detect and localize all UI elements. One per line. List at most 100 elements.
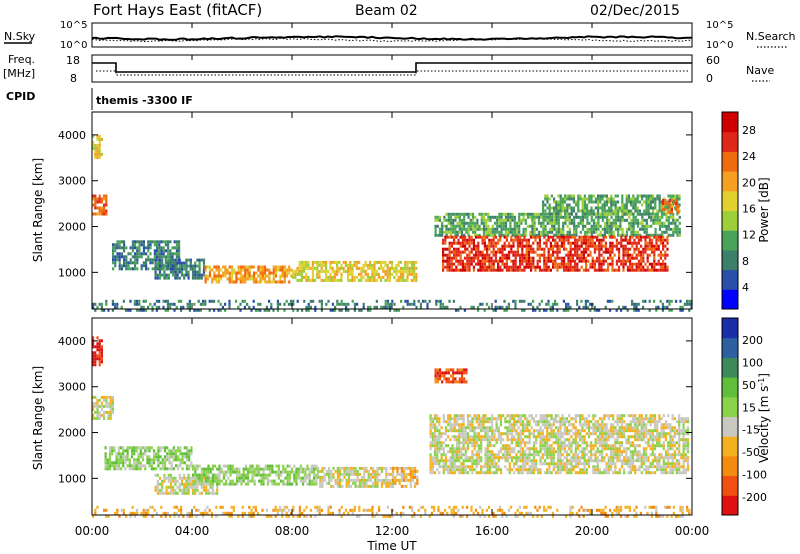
power-cell [450, 262, 453, 266]
velocity-cell [271, 467, 274, 471]
power-cell [457, 268, 460, 272]
velocity-cell [282, 470, 285, 474]
velocity-cell [436, 456, 439, 460]
power-cell [524, 230, 527, 234]
power-cell [538, 247, 541, 251]
velocity-cell [486, 426, 489, 430]
velocity-cell [319, 469, 322, 473]
power-cell [482, 218, 486, 222]
power-cell [202, 302, 205, 306]
power-cell [651, 265, 654, 269]
power-cell [576, 256, 579, 260]
power-cell [463, 224, 466, 228]
velocity-cell [330, 484, 333, 488]
power-cell [318, 275, 321, 279]
velocity-cell [358, 481, 361, 485]
velocity-cell [380, 466, 383, 470]
power-cell [600, 247, 603, 251]
power-cell [606, 221, 609, 225]
velocity-cell [473, 426, 476, 430]
power-cell [311, 260, 314, 264]
velocity-cell [92, 354, 95, 358]
velocity-cell [361, 484, 364, 488]
power-cell [496, 305, 499, 309]
power-cell [641, 215, 644, 219]
power-cell [131, 246, 134, 250]
power-cell [483, 262, 486, 266]
velocity-cell [499, 414, 503, 418]
velocity-cell [440, 432, 443, 436]
power-cell [657, 238, 660, 242]
power-cell [553, 206, 556, 210]
velocity-cell [532, 453, 536, 457]
velocity-cell [385, 478, 388, 482]
power-cell [360, 308, 363, 312]
power-cell [527, 241, 530, 245]
velocity-cell [429, 459, 432, 463]
velocity-cell [172, 455, 175, 459]
power-cell [650, 224, 653, 228]
power-cell [609, 244, 612, 248]
power-cell [672, 233, 675, 237]
velocity-cell [345, 478, 348, 482]
power-cell [601, 209, 604, 213]
velocity-cell [191, 479, 195, 483]
power-cell [480, 227, 483, 231]
power-cell [503, 244, 506, 248]
velocity-cell [288, 476, 291, 480]
power-cell [642, 247, 645, 251]
power-cell [347, 308, 350, 312]
power-cell [619, 209, 622, 213]
power-cell [553, 224, 556, 228]
power-cell [298, 263, 301, 267]
velocity-cell [535, 468, 538, 472]
power-cell [298, 272, 301, 276]
velocity-cell [148, 455, 151, 459]
velocity-cell [539, 447, 542, 451]
power-cell [600, 262, 603, 266]
velocity-cell [403, 478, 406, 482]
velocity-cell [94, 410, 97, 414]
power-cell [521, 256, 524, 260]
power-cell [581, 197, 584, 201]
velocity-cell [499, 471, 503, 475]
power-cell [670, 208, 673, 211]
power-cell [656, 233, 659, 237]
power-cell [491, 224, 494, 228]
velocity-cell [315, 473, 318, 477]
power-cell [496, 227, 499, 231]
power-cell [103, 206, 106, 210]
power-cell [140, 255, 143, 259]
power-cell [470, 241, 473, 245]
power-cell [625, 197, 628, 201]
power-cell [547, 238, 550, 242]
power-cell [118, 264, 121, 268]
velocity-cell [205, 485, 208, 489]
velocity-cell [170, 449, 173, 453]
velocity-cell [528, 471, 531, 475]
power-cell [471, 221, 475, 225]
velocity-cell [460, 429, 463, 433]
power-cell [464, 262, 467, 266]
power-cell [125, 258, 128, 262]
power-cell [502, 224, 505, 228]
power-cell [529, 224, 532, 228]
velocity-cell [150, 446, 153, 450]
power-cell [241, 268, 245, 272]
power-cell [158, 270, 162, 274]
velocity-cell [167, 476, 170, 480]
power-cell [579, 209, 582, 213]
velocity-cell [447, 417, 450, 421]
power-cell [239, 268, 242, 272]
power-cell [445, 218, 448, 222]
velocity-cell [183, 452, 186, 456]
velocity-cell [328, 466, 331, 470]
velocity-cell [541, 462, 544, 466]
power-cell [566, 203, 569, 207]
velocity-cell [372, 484, 375, 488]
velocity-cell [460, 471, 463, 475]
velocity-cell [387, 472, 390, 476]
velocity-cell [251, 479, 254, 483]
velocity-cell [403, 469, 406, 473]
power-cell [647, 200, 650, 204]
